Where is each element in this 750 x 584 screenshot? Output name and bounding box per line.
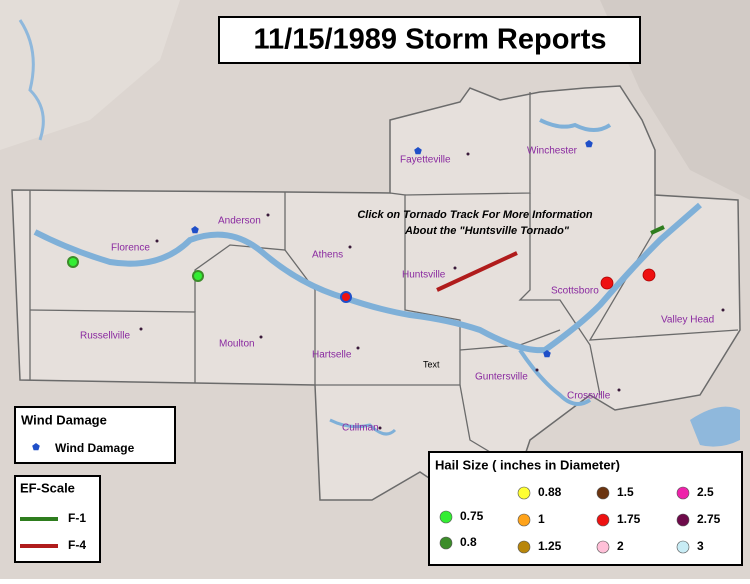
town-dots	[139, 152, 725, 430]
legend-label: F-1	[68, 511, 86, 525]
legend-symbol	[32, 443, 40, 451]
hail-swatch	[596, 540, 610, 554]
town-label: Anderson	[218, 216, 261, 227]
legend-items: F-1 F-4	[20, 511, 86, 552]
legend-label: 0.8	[460, 535, 477, 549]
county-line	[518, 193, 601, 396]
legend-title: EF-Scale	[20, 480, 75, 495]
terrain-shade	[0, 0, 180, 150]
legend-title: Hail Size ( inches in Diameter)	[435, 457, 620, 472]
wind-report	[585, 140, 593, 148]
hail-swatch	[676, 513, 690, 527]
hail-report	[642, 268, 656, 282]
legend-box	[14, 406, 176, 464]
hail-swatch	[517, 540, 531, 554]
town-label: Hartselle	[312, 350, 352, 361]
legend-label: 0.88	[538, 485, 562, 499]
legend-label: 2	[617, 539, 624, 553]
legend-label: 1.75	[617, 512, 641, 526]
hail-report	[69, 258, 77, 266]
town-label: Russellville	[80, 331, 130, 342]
town-label: Guntersville	[475, 372, 528, 383]
map-title: 11/15/1989 Storm Reports	[253, 24, 606, 56]
title-box	[218, 16, 641, 64]
town-label: Crossville	[567, 391, 611, 402]
hail-swatch	[676, 486, 690, 500]
wind-report	[191, 226, 199, 234]
town-label: Valley Head	[661, 315, 714, 326]
river	[18, 19, 45, 141]
legend-label: 2.5	[697, 485, 714, 499]
reports	[67, 140, 656, 358]
tornado-track[interactable]	[650, 225, 665, 235]
river	[518, 348, 592, 406]
legend-title: Wind Damage	[21, 412, 107, 427]
legend-label: Wind Damage	[55, 441, 135, 455]
county-line	[588, 195, 739, 341]
hail-swatch	[439, 536, 453, 550]
lake	[539, 118, 612, 132]
hail-swatch	[596, 486, 610, 500]
hail-swatch	[517, 486, 531, 500]
tornado-track[interactable]	[436, 251, 518, 292]
hail-report	[194, 272, 202, 280]
town-label: Huntsville	[402, 270, 446, 281]
hail-report	[340, 291, 352, 303]
placeholder-label: Text	[423, 359, 440, 369]
wind-report	[543, 350, 551, 358]
legend-label: F-4	[68, 538, 86, 552]
region-outline	[11, 85, 741, 501]
hail-swatch	[596, 513, 610, 527]
legend-label: 1.25	[538, 539, 562, 553]
town-label: Cullman	[342, 423, 379, 434]
annotation: About the "Huntsville Tornado"	[404, 225, 570, 237]
hail-swatch	[517, 513, 531, 527]
town-label: Athens	[312, 250, 343, 261]
town-label: Florence	[111, 243, 150, 254]
town-label: Moulton	[219, 339, 255, 350]
legend-label: 1.5	[617, 485, 634, 499]
legend-label: 2.75	[697, 512, 721, 526]
hail-swatch	[439, 510, 453, 524]
wind-report	[414, 147, 422, 155]
legend-box	[428, 451, 743, 566]
towns: Fayetteville Winchester Anderson Florenc…	[80, 146, 725, 434]
town-label: Winchester	[527, 146, 578, 157]
county-line	[194, 192, 286, 312]
legend-items: 0.75 0.8 0.88 1 1.25 1.5 1.75 2 2.5 2.75 3	[439, 485, 721, 554]
lake	[690, 406, 740, 447]
town-label: Fayetteville	[400, 155, 451, 166]
hail-swatch	[676, 540, 690, 554]
lake	[329, 418, 397, 436]
river	[33, 202, 702, 354]
annotation: Click on Tornado Track For More Informat…	[357, 209, 593, 221]
hail-report	[600, 276, 614, 290]
county-line	[315, 192, 461, 386]
legend-label: 3	[697, 539, 704, 553]
legend-label: 0.75	[460, 509, 484, 523]
legend-label: 1	[538, 512, 545, 526]
wind-symbol	[32, 443, 40, 451]
town-label: Scottsboro	[551, 286, 599, 297]
